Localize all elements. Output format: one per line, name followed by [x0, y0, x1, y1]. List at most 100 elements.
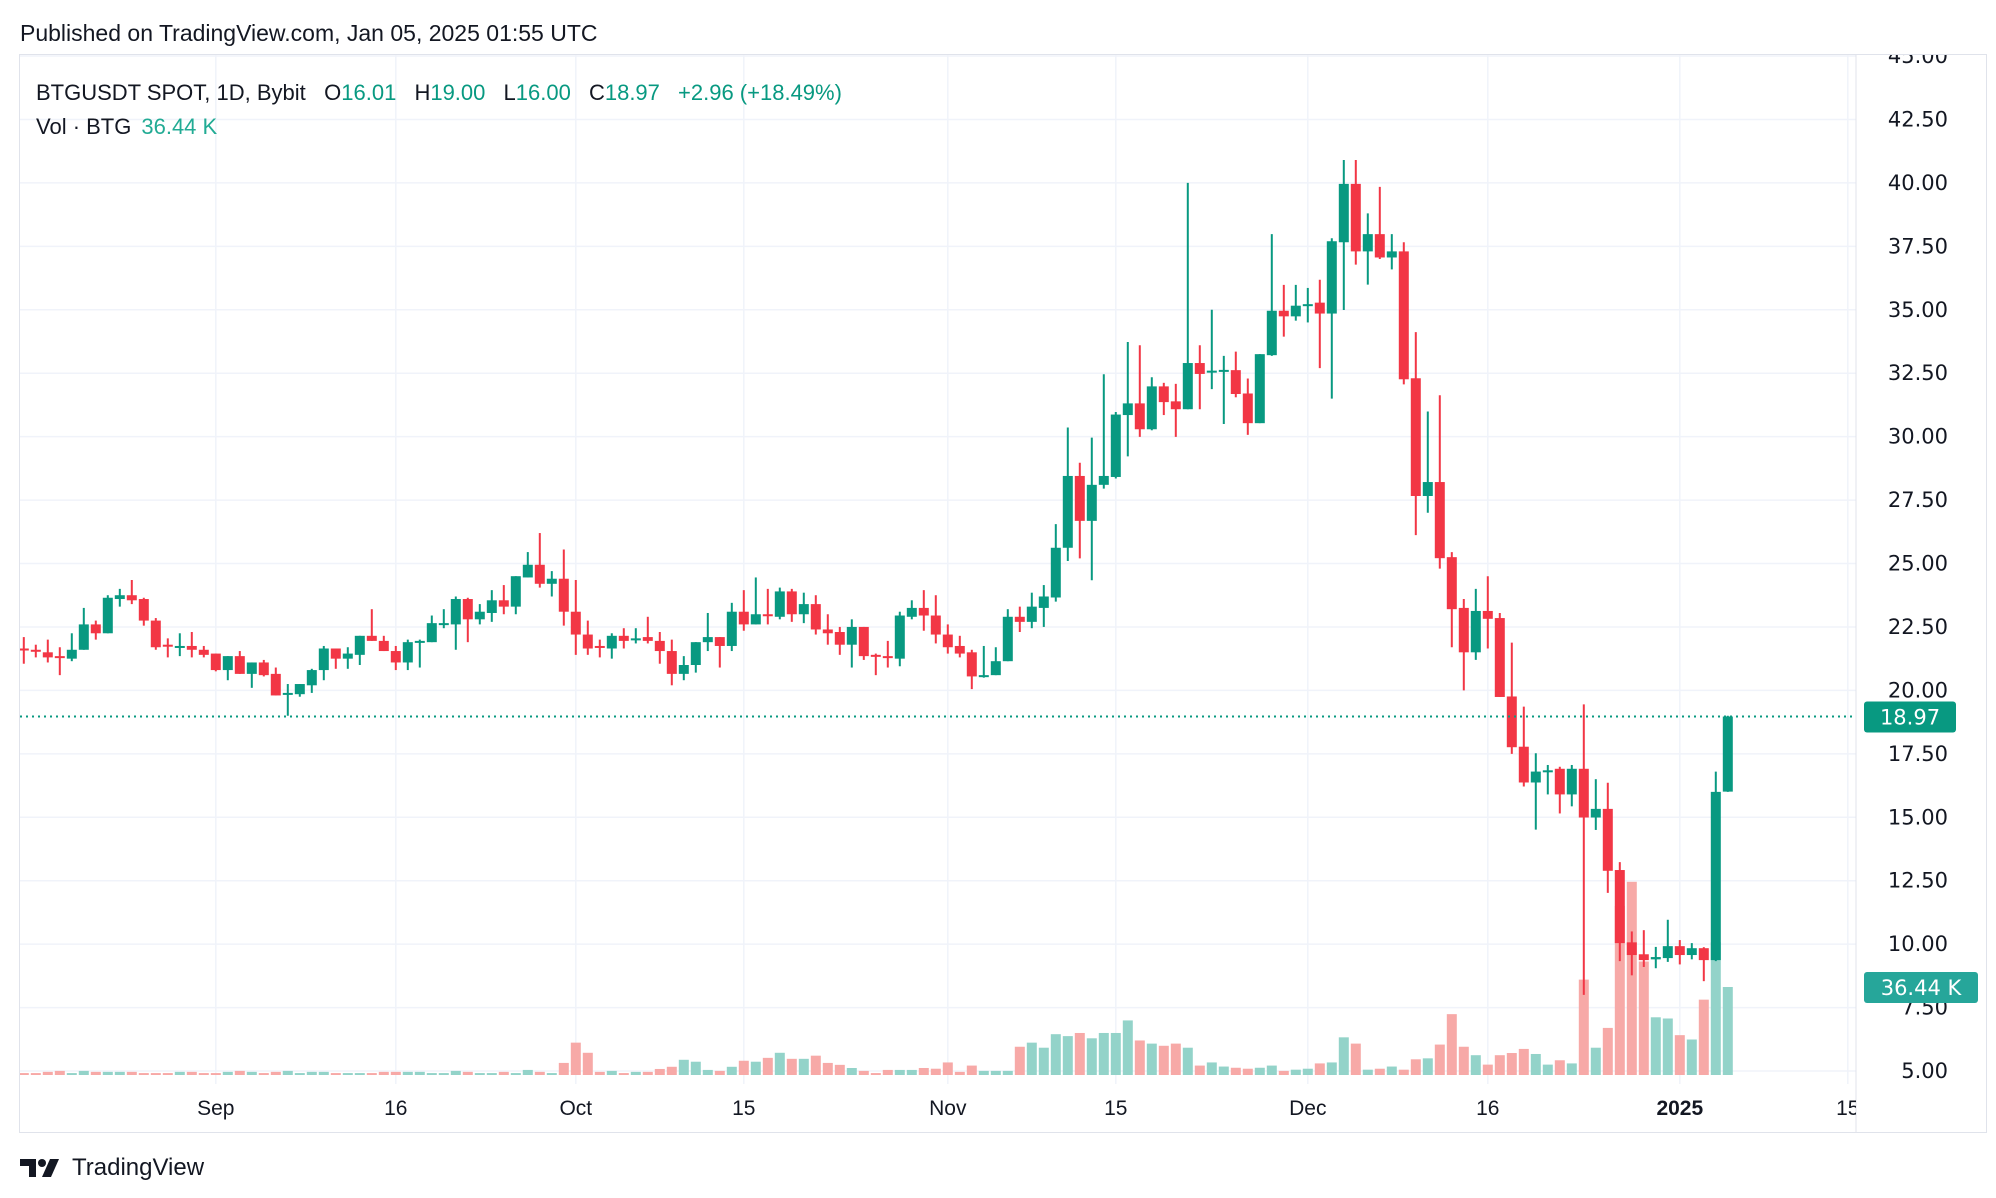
candle[interactable] — [414, 639, 425, 668]
candle[interactable] — [174, 633, 185, 657]
candle[interactable] — [1314, 279, 1325, 369]
candle[interactable] — [54, 647, 65, 676]
candle[interactable] — [978, 645, 989, 678]
candle[interactable] — [678, 656, 689, 681]
candle[interactable] — [1614, 862, 1625, 962]
candle[interactable] — [726, 602, 737, 652]
candle[interactable] — [1038, 585, 1049, 627]
candle[interactable] — [19, 637, 29, 664]
candle[interactable] — [1506, 642, 1517, 754]
candle[interactable] — [282, 684, 293, 716]
candle[interactable] — [1194, 345, 1205, 410]
candle[interactable] — [762, 588, 773, 625]
candle[interactable] — [1434, 395, 1445, 569]
candle[interactable] — [1074, 462, 1085, 559]
candle[interactable] — [1266, 234, 1277, 356]
candle[interactable] — [1254, 354, 1265, 424]
candle[interactable] — [1290, 284, 1301, 321]
candle[interactable] — [390, 645, 401, 671]
candle[interactable] — [738, 590, 749, 631]
footer-brand[interactable]: TradingView — [20, 1154, 204, 1182]
candle[interactable] — [1362, 213, 1373, 285]
candle[interactable] — [822, 614, 833, 645]
candle[interactable] — [1146, 377, 1157, 431]
price-axis[interactable]: 5.007.5010.0012.5015.0017.5020.0022.5025… — [1888, 44, 1948, 1083]
candle[interactable] — [1158, 382, 1169, 416]
candle[interactable] — [1626, 931, 1637, 976]
candle[interactable] — [1578, 704, 1589, 995]
candle[interactable] — [558, 549, 569, 626]
candle[interactable] — [954, 635, 965, 658]
candle[interactable] — [222, 656, 233, 681]
candle[interactable] — [42, 639, 53, 663]
candle[interactable] — [186, 632, 197, 658]
candle[interactable] — [1122, 341, 1133, 457]
candle[interactable] — [1062, 427, 1073, 561]
candle[interactable] — [306, 668, 317, 693]
candle[interactable] — [1386, 234, 1397, 270]
candle[interactable] — [1542, 764, 1553, 795]
candle[interactable] — [210, 653, 221, 672]
candle[interactable] — [666, 639, 677, 686]
candle[interactable] — [966, 649, 977, 690]
candle[interactable] — [1374, 186, 1385, 259]
candle[interactable] — [786, 588, 797, 622]
candle[interactable] — [882, 640, 893, 668]
candle[interactable] — [234, 651, 245, 674]
candle[interactable] — [1242, 378, 1253, 435]
candle[interactable] — [894, 611, 905, 667]
candle[interactable] — [1650, 946, 1661, 969]
candle[interactable] — [162, 638, 173, 658]
candle[interactable] — [426, 615, 437, 643]
candle[interactable] — [1326, 238, 1337, 399]
time-axis[interactable]: Sep 16 Oct 15 Nov 15 Dec 16 2025 15 — [197, 1097, 1859, 1120]
candle[interactable] — [1566, 764, 1577, 807]
candle[interactable] — [834, 626, 845, 655]
candle[interactable] — [582, 620, 593, 655]
candle[interactable] — [810, 595, 821, 635]
candle[interactable] — [1470, 588, 1481, 660]
candle[interactable] — [702, 612, 713, 652]
candle[interactable] — [1206, 309, 1217, 390]
candle[interactable] — [1554, 766, 1565, 814]
candle[interactable] — [438, 609, 449, 629]
candle[interactable] — [1350, 160, 1361, 265]
candle[interactable] — [294, 684, 305, 697]
candle[interactable] — [318, 645, 329, 681]
candle[interactable] — [1218, 355, 1229, 424]
candle[interactable] — [990, 647, 1001, 676]
candle[interactable] — [1530, 753, 1541, 830]
candle[interactable] — [870, 653, 881, 676]
candle[interactable] — [594, 639, 605, 658]
candle[interactable] — [1002, 609, 1013, 662]
candle[interactable] — [522, 552, 533, 578]
candle[interactable] — [462, 597, 473, 643]
candle[interactable] — [1410, 332, 1421, 536]
candle[interactable] — [1638, 930, 1649, 967]
candle[interactable] — [246, 662, 257, 688]
candle[interactable] — [1014, 606, 1025, 633]
volume-label[interactable]: Vol · BTG — [36, 114, 132, 139]
candle[interactable] — [1422, 411, 1433, 513]
candle[interactable] — [606, 633, 617, 659]
candle[interactable] — [366, 609, 377, 641]
candle[interactable] — [630, 628, 641, 644]
candle[interactable] — [90, 620, 101, 640]
candle[interactable] — [1086, 437, 1097, 581]
candle[interactable] — [714, 637, 725, 668]
candle[interactable] — [1494, 612, 1505, 697]
candle[interactable] — [258, 659, 269, 677]
candle[interactable] — [1482, 576, 1493, 649]
candle[interactable] — [102, 595, 113, 634]
candle[interactable] — [1446, 552, 1457, 648]
candle[interactable] — [1050, 524, 1061, 602]
candle[interactable] — [474, 604, 485, 625]
candle[interactable] — [66, 633, 77, 662]
candle[interactable] — [942, 624, 953, 654]
candle[interactable] — [1662, 919, 1673, 962]
candle[interactable] — [402, 639, 413, 671]
candle[interactable] — [114, 588, 125, 607]
candle[interactable] — [774, 587, 785, 620]
candle[interactable] — [510, 576, 521, 615]
candle[interactable] — [1278, 284, 1289, 337]
